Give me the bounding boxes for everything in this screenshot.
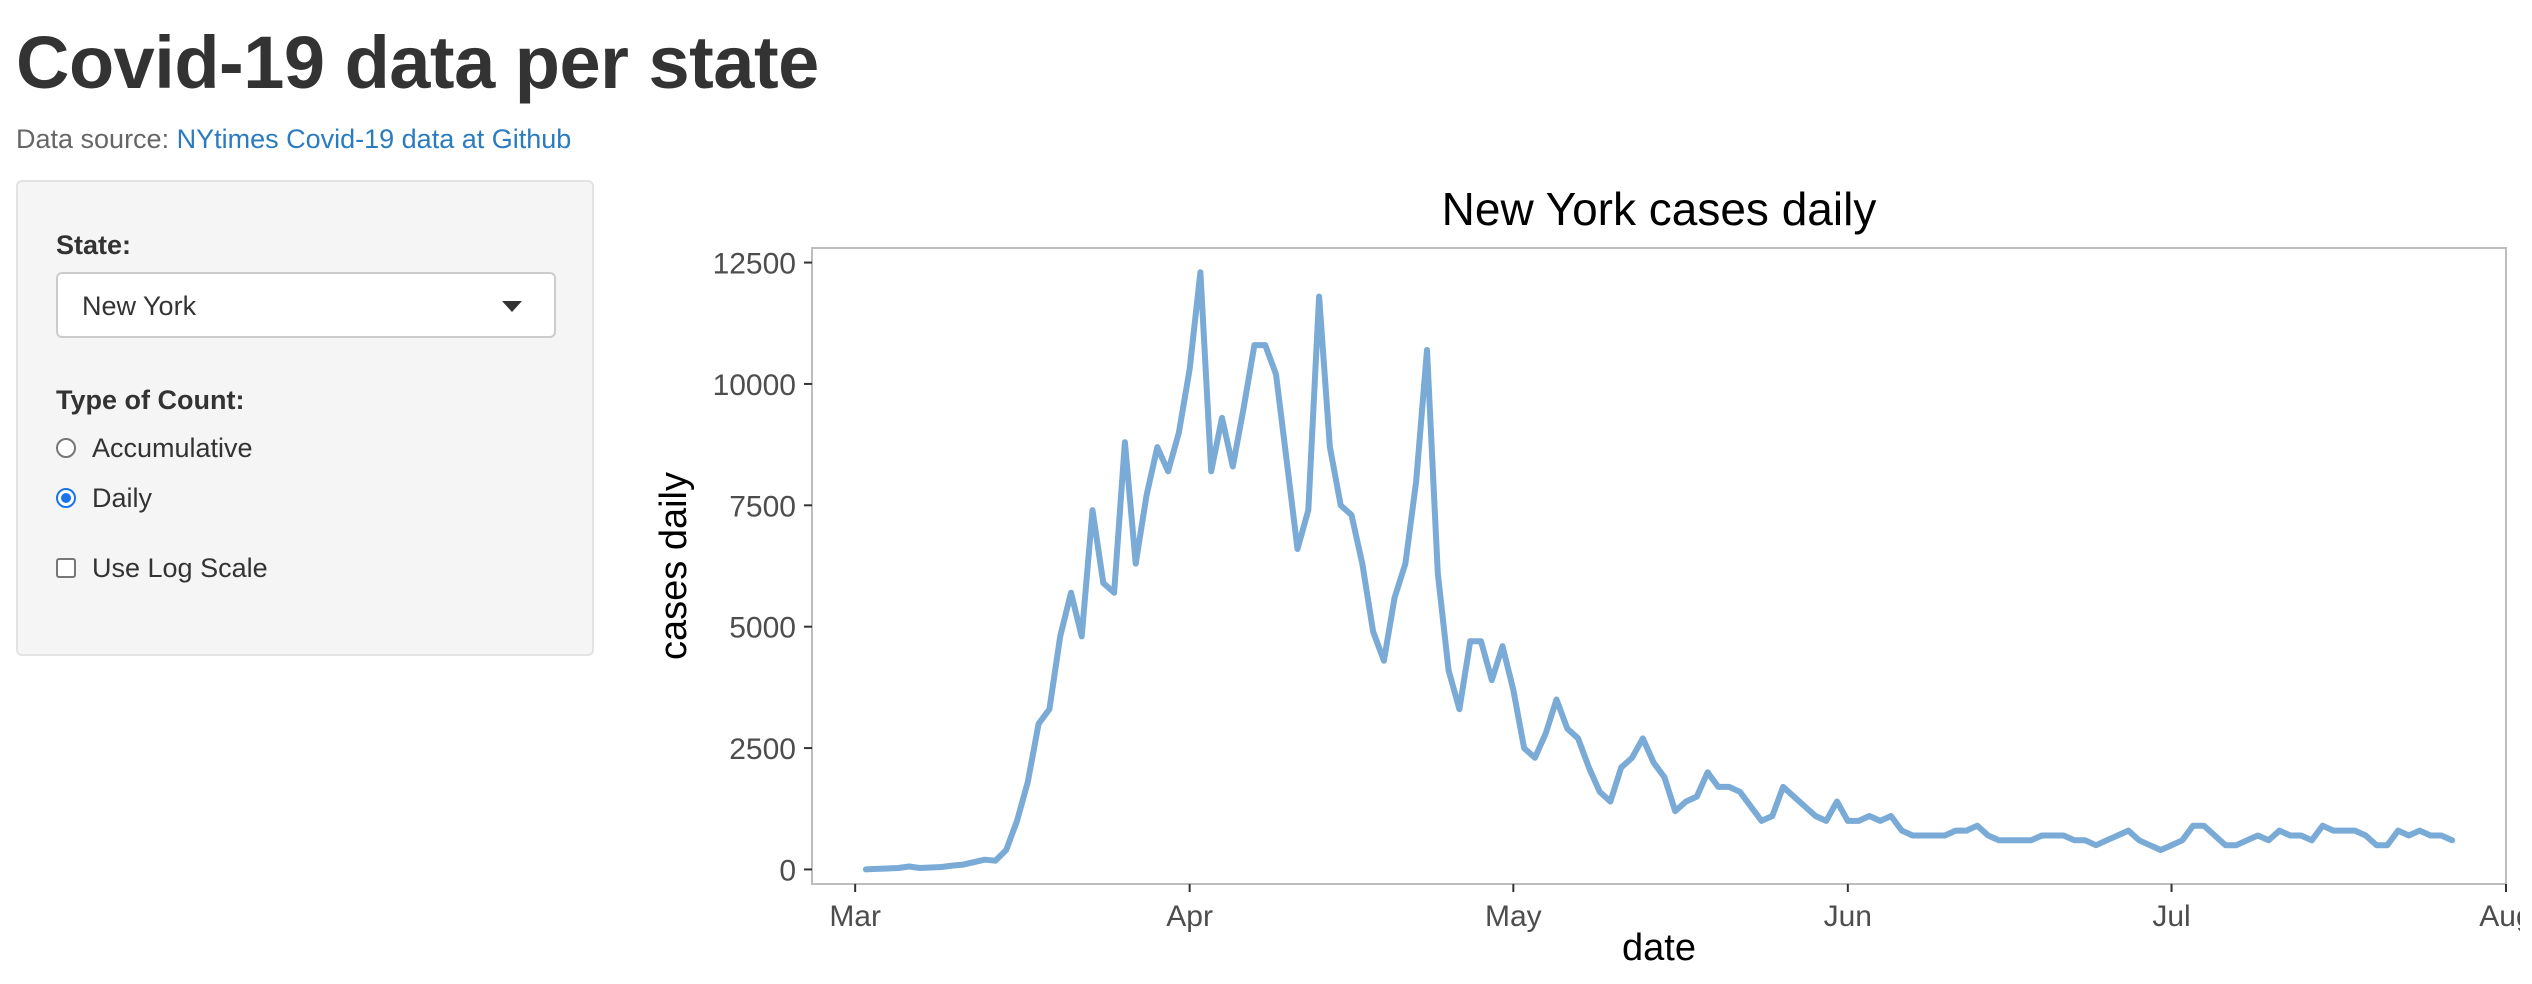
x-tick-label-3: Jun (1824, 900, 1872, 933)
radio-daily[interactable] (56, 488, 76, 508)
radio-option-accumulative[interactable]: Accumulative (56, 430, 253, 466)
y-tick-label-3: 7500 (729, 490, 796, 523)
x-tick-label-0: Mar (829, 900, 881, 933)
cases-line-chart: New York cases daily 0 2500 5000 7500 10000 12… (653, 183, 2520, 969)
state-select-value: New York (82, 291, 197, 321)
count-type-label: Type of Count: (56, 385, 245, 415)
data-source-line: Data source: NYtimes Covid-19 data at Gi… (16, 124, 571, 155)
log-scale-checkbox[interactable] (56, 558, 76, 578)
data-source-label: Data source: (16, 124, 170, 154)
plot-panel-border (811, 247, 2507, 885)
x-tick-label-5: Aug (2479, 900, 2520, 933)
state-label: State: (56, 230, 132, 260)
y-tick-label-2: 5000 (729, 612, 796, 645)
y-tick-label-5: 12500 (713, 248, 796, 281)
log-scale-option[interactable]: Use Log Scale (56, 550, 268, 586)
radio-label-accumulative: Accumulative (92, 432, 253, 463)
radio-option-daily[interactable]: Daily (56, 480, 152, 516)
sidebar-panel: State: New York Type of Count: Accumulat… (16, 180, 594, 656)
data-source-link[interactable]: NYtimes Covid-19 data at Github (176, 124, 572, 154)
series-line-0 (862, 269, 2456, 873)
page-title: Covid-19 data per state (16, 21, 819, 104)
radio-label-daily: Daily (92, 482, 153, 513)
radio-accumulative[interactable] (56, 438, 76, 458)
x-axis-title: date (1622, 927, 1696, 969)
x-tick-label-1: Apr (1166, 900, 1213, 933)
y-axis-title: cases daily (653, 472, 695, 660)
x-tick-label-2: May (1485, 900, 1542, 933)
y-tick-label-1: 2500 (729, 733, 796, 766)
caret-down-icon (502, 301, 522, 312)
state-select[interactable]: New York (56, 272, 556, 338)
chart-title: New York cases daily (1442, 183, 1877, 235)
log-scale-label: Use Log Scale (92, 552, 268, 583)
y-tick-label-4: 10000 (713, 369, 796, 402)
x-tick-label-4: Jul (2152, 900, 2190, 933)
y-tick-label-0: 0 (779, 854, 796, 887)
